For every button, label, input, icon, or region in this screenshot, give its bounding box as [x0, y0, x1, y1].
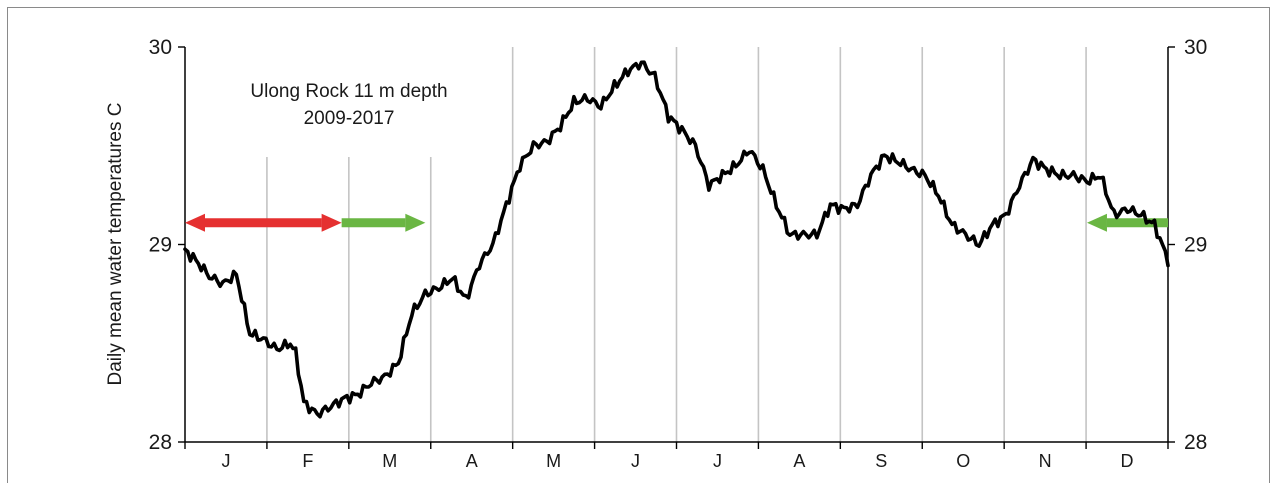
series-group [183, 60, 1170, 419]
y-tick-label: 30 [149, 36, 172, 59]
chart-title: Ulong Rock 11 m depth [250, 81, 447, 102]
y-tick-label: 28 [149, 431, 172, 454]
right-y-tick-label: 30 [1184, 36, 1207, 59]
temperature-series-line [183, 60, 1170, 419]
month-tick-label: S [875, 451, 887, 471]
double-arrow-annotation [185, 213, 342, 232]
month-tick-label: J [713, 451, 722, 471]
arrow-right-annotation [341, 213, 426, 232]
month-tick-label: M [546, 451, 561, 471]
month-tick-label: A [466, 451, 478, 471]
month-tick-label: F [302, 451, 313, 471]
month-grid [266, 47, 1087, 442]
month-tick-label: M [382, 451, 397, 471]
figure-frame [7, 7, 1270, 483]
right-y-tick-label: 29 [1184, 234, 1207, 257]
y-ticks: 28 29 30 28 29 30 [149, 36, 1208, 454]
period-arrows [185, 213, 1168, 232]
arrow-left-annotation [1086, 213, 1168, 232]
chart-subtitle: 2009-2017 [304, 108, 395, 129]
month-tick-label: A [793, 451, 805, 471]
month-tick-label: J [221, 451, 230, 471]
month-tick-label: D [1121, 451, 1134, 471]
y-axis-label: Daily mean water temperatures C [105, 103, 126, 386]
month-tick-label: N [1039, 451, 1052, 471]
month-tick-label: O [956, 451, 970, 471]
month-tick-label: J [631, 451, 640, 471]
y-tick-label: 29 [149, 234, 172, 257]
right-y-tick-label: 28 [1184, 431, 1207, 454]
